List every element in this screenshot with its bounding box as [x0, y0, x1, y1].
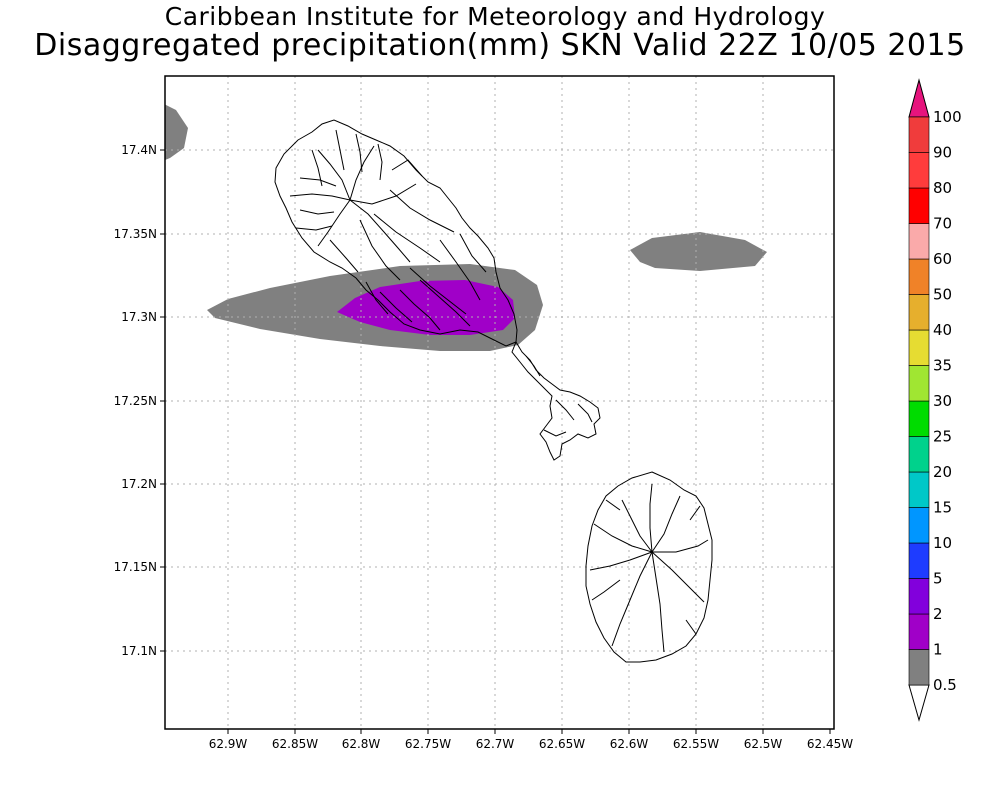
y-tick-label: 17.3N — [121, 310, 157, 324]
colorbar-label: 0.5 — [933, 676, 957, 694]
colorbar-label: 90 — [933, 144, 952, 162]
colorbar-swatch — [908, 365, 930, 402]
island-peninsula — [511, 340, 601, 461]
title-line-2: Disaggregated precipitation(mm) SKN Vali… — [34, 28, 966, 63]
x-tick-label: 62.5W — [744, 737, 783, 751]
tick-marks — [160, 149, 831, 734]
colorbar-swatch — [908, 329, 930, 366]
colorbar-swatch — [908, 258, 930, 295]
colorbar-swatch — [908, 542, 930, 579]
colorbar-swatch — [908, 471, 930, 508]
colorbar-swatch — [908, 152, 930, 189]
colorbar-label: 35 — [933, 357, 952, 375]
colorbar-label: 1 — [933, 641, 943, 659]
y-axis-labels: 17.4N 17.35N 17.3N 17.25N 17.2N 17.15N 1… — [114, 143, 157, 658]
y-tick-label: 17.4N — [121, 143, 157, 157]
colorbar-label: 15 — [933, 499, 952, 517]
colorbar-label: 60 — [933, 250, 952, 268]
colorbar-label: 2 — [933, 605, 943, 623]
colorbar-swatch — [908, 578, 930, 615]
x-tick-label: 62.85W — [272, 737, 318, 751]
colorbar-label: 10 — [933, 534, 952, 552]
y-tick-label: 17.15N — [114, 560, 157, 574]
x-tick-label: 62.75W — [405, 737, 451, 751]
plot-frame — [164, 75, 835, 730]
island-nevis — [585, 471, 713, 663]
title-line-1: Caribbean Institute for Meteorology and … — [164, 2, 826, 31]
colorbar-label: 80 — [933, 179, 952, 197]
colorbar-over-arrow — [908, 78, 930, 118]
colorbar-swatch — [908, 294, 930, 331]
colorbar-label: 25 — [933, 428, 952, 446]
colorbar-label: 50 — [933, 286, 952, 304]
colorbar-swatch — [908, 613, 930, 650]
colorbar-label: 20 — [933, 463, 952, 481]
precip-area-nw-corner — [165, 104, 188, 160]
colorbar-swatch — [908, 116, 930, 153]
colorbar-label: 5 — [933, 570, 943, 588]
x-axis-labels: 62.9W 62.85W 62.8W 62.75W 62.7W 62.65W 6… — [209, 737, 854, 751]
colorbar-label: 100 — [933, 108, 962, 126]
x-tick-label: 62.8W — [342, 737, 381, 751]
y-tick-label: 17.1N — [121, 644, 157, 658]
colorbar-swatch — [908, 223, 930, 260]
y-tick-label: 17.2N — [121, 477, 157, 491]
colorbar-swatch — [908, 436, 930, 473]
colorbar-swatch — [908, 187, 930, 224]
colorbar-label: 30 — [933, 392, 952, 410]
precip-layer — [165, 104, 767, 351]
colorbar-label: 40 — [933, 321, 952, 339]
y-tick-label: 17.35N — [114, 227, 157, 241]
colorbar-swatch — [908, 400, 930, 437]
x-tick-label: 62.65W — [539, 737, 585, 751]
colorbar-swatch — [908, 507, 930, 544]
x-tick-label: 62.45W — [807, 737, 853, 751]
precip-area-east — [630, 232, 767, 271]
x-tick-label: 62.55W — [673, 737, 719, 751]
x-tick-label: 62.9W — [209, 737, 248, 751]
map-grid — [165, 76, 834, 729]
island-st-kitts — [274, 119, 518, 347]
colorbar-swatch — [908, 649, 930, 686]
colorbar-under-arrow — [908, 684, 930, 722]
y-tick-label: 17.25N — [114, 394, 157, 408]
colorbar-label: 70 — [933, 215, 952, 233]
x-tick-label: 62.7W — [476, 737, 515, 751]
x-tick-label: 62.6W — [610, 737, 649, 751]
